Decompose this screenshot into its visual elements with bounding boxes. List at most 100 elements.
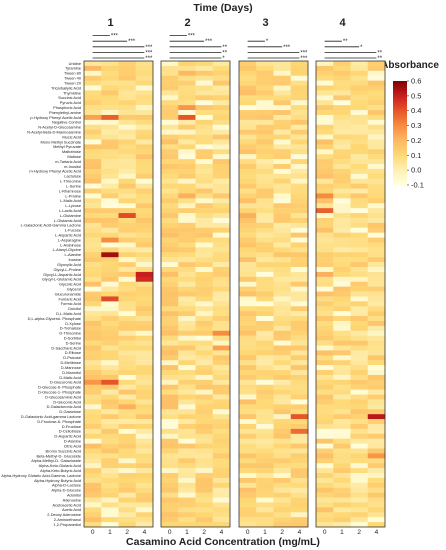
heatmap-cell — [195, 276, 213, 282]
row-label: D-Alanine — [64, 439, 81, 444]
heatmap-cell — [273, 384, 291, 390]
row-label: Tween 80 — [64, 71, 82, 76]
heatmap-cell — [101, 213, 119, 219]
heatmap-cell — [290, 360, 309, 366]
heatmap-cell — [118, 482, 136, 488]
panel-label: 1 — [107, 17, 113, 29]
heatmap-cell — [239, 458, 257, 464]
heatmap-cell — [135, 213, 154, 219]
heatmap-cell — [367, 105, 386, 111]
heatmap-cell — [101, 257, 119, 263]
heatmap-cell — [212, 374, 231, 381]
heatmap-cell — [135, 419, 154, 425]
heatmap-cell — [101, 433, 119, 439]
heatmap-cell — [350, 438, 368, 444]
heatmap-cell — [135, 433, 154, 439]
heatmap-cell — [290, 370, 309, 376]
heatmap-cell — [84, 247, 102, 253]
heatmap-cell — [212, 350, 231, 356]
heatmap-cell — [212, 414, 231, 420]
heatmap-cell — [178, 65, 196, 72]
heatmap-cell — [84, 65, 102, 72]
heatmap-cell — [135, 497, 154, 503]
heatmap-cell — [178, 262, 196, 268]
heatmap-cell — [256, 139, 274, 145]
heatmap-cell — [161, 139, 179, 145]
heatmap-cell — [161, 242, 179, 248]
heatmap-cell — [195, 154, 213, 160]
heatmap-cell — [316, 517, 334, 523]
heatmap-cell — [290, 110, 309, 116]
row-label: Maltotriose — [62, 149, 81, 154]
heatmap-cell — [350, 208, 368, 214]
heatmap-cell — [316, 512, 334, 518]
heatmap-cell — [239, 85, 257, 91]
heatmap-cell — [256, 232, 274, 238]
heatmap-cell — [135, 443, 154, 449]
heatmap-cell — [118, 286, 136, 292]
heatmap-cell — [367, 159, 386, 165]
heatmap-cell — [178, 217, 196, 224]
heatmap-cell — [135, 296, 154, 302]
heatmap-cell — [161, 477, 179, 484]
heatmap-cell — [367, 443, 386, 449]
heatmap-cell — [84, 517, 102, 523]
heatmap-cell — [333, 227, 351, 233]
heatmap-cell — [135, 414, 154, 420]
heatmap-cell — [178, 232, 196, 238]
heatmap-cell — [195, 389, 213, 395]
heatmap-cell — [84, 144, 102, 150]
heatmap-cell — [161, 154, 179, 160]
heatmap-cell — [118, 419, 136, 425]
heatmap-cell — [316, 222, 334, 228]
heatmap-cell — [273, 257, 291, 263]
heatmap-cell — [290, 473, 309, 479]
heatmap-cell — [350, 291, 368, 297]
heatmap-cell — [118, 512, 136, 518]
heatmap-cell — [101, 428, 119, 434]
heatmap-cell — [195, 203, 213, 209]
heatmap-cell — [256, 247, 274, 253]
panel-label: 3 — [262, 17, 268, 29]
row-label: L-Malic Acid — [60, 198, 81, 203]
heatmap-cell — [290, 203, 309, 209]
heatmap-cell — [273, 252, 291, 258]
heatmap-cell — [195, 129, 213, 135]
heatmap-cell — [239, 345, 257, 351]
heatmap-cell — [135, 114, 154, 121]
heatmap-cell — [212, 370, 231, 376]
heatmap-cell — [84, 404, 102, 410]
heatmap-cell — [118, 414, 136, 420]
heatmap-cell — [239, 134, 257, 140]
heatmap-cell — [135, 90, 154, 96]
row-label: L-Glutamine — [60, 213, 81, 218]
heatmap-cell — [239, 414, 257, 420]
heatmap-cell — [101, 340, 119, 346]
heatmap-cell — [239, 399, 257, 405]
heatmap-cell — [178, 100, 196, 106]
heatmap-cell — [239, 374, 257, 381]
heatmap-cell — [161, 507, 179, 513]
heatmap-cell — [367, 296, 386, 302]
heatmap-cell — [367, 335, 386, 341]
heatmap-cell — [350, 124, 368, 130]
heatmap-cell — [256, 468, 274, 474]
heatmap-cell — [212, 257, 231, 263]
heatmap-cell — [84, 90, 102, 96]
heatmap-cell — [178, 507, 196, 513]
heatmap-cell — [239, 316, 257, 322]
heatmap-cell — [350, 70, 368, 76]
heatmap-cell — [118, 85, 136, 91]
heatmap-cell — [367, 257, 386, 263]
heatmap-cell — [212, 507, 231, 513]
heatmap-cell — [256, 502, 274, 508]
heatmap-cell — [273, 335, 291, 341]
heatmap-cell — [256, 404, 274, 410]
heatmap-cell — [273, 296, 291, 302]
heatmap-cell — [367, 389, 386, 395]
heatmap-cell — [195, 262, 213, 268]
heatmap-cell — [135, 325, 154, 331]
heatmap-cell — [333, 404, 351, 410]
heatmap-cell — [84, 345, 102, 351]
